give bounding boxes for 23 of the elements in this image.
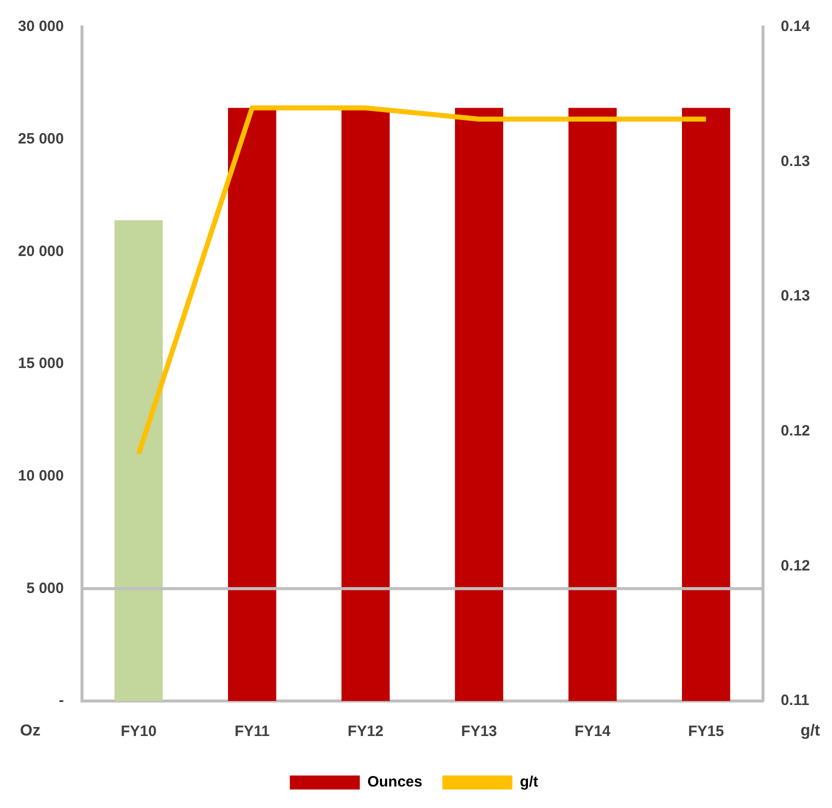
- y2-tick-label: 0.12: [780, 557, 810, 574]
- y-tick-label: 5 000: [26, 580, 64, 597]
- y-tick-label: -: [58, 692, 64, 710]
- y-tick-label: 10 000: [18, 467, 64, 484]
- x-tick-label: FY11: [234, 723, 270, 740]
- x-tick-label: FY12: [348, 723, 384, 740]
- y-tick-label: 30 000: [18, 18, 64, 36]
- x-tick-label: FY14: [574, 723, 612, 740]
- y2-tick-label: 0.13: [780, 288, 810, 305]
- y2-tick-label: 0.11: [780, 692, 810, 710]
- x-tick-label: FY15: [688, 723, 724, 740]
- legend-label: g/t: [520, 774, 538, 791]
- y2-tick-label: 0.13: [780, 152, 810, 170]
- y-tick-label: 20 000: [18, 242, 64, 260]
- legend-label: Ounces: [367, 774, 422, 791]
- y-axis-title: Oz: [20, 722, 40, 740]
- x-tick-label: FY10: [120, 723, 157, 740]
- y2-axis-title: g/t: [800, 722, 821, 740]
- y2-tick-label: 0.12: [780, 422, 810, 440]
- y2-tick-label: 0.14: [780, 18, 811, 36]
- y-tick-label: 25 000: [18, 130, 64, 148]
- x-tick-label: FY13: [461, 723, 498, 740]
- y-tick-label: 15 000: [18, 355, 64, 372]
